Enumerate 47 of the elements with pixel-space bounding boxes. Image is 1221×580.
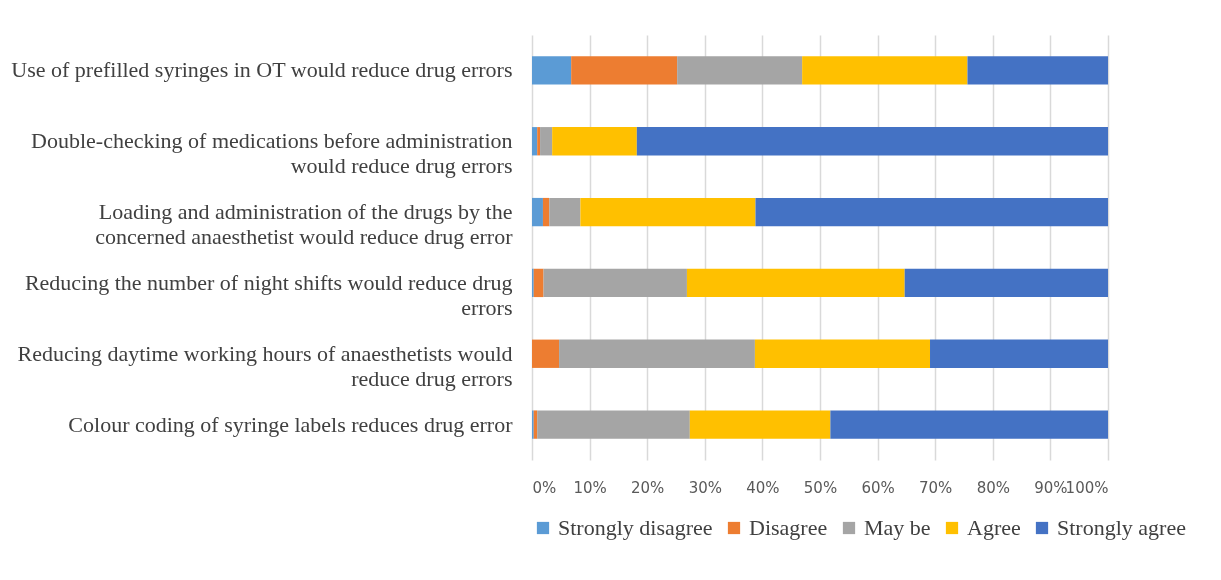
bar [532, 197, 543, 227]
bar [830, 410, 1108, 439]
bar [904, 268, 1108, 298]
bar [930, 339, 1108, 368]
bar [532, 56, 572, 85]
y-tick-label: Loading and administration of the drugs by the concerned anaesthetist would reduce drug error [95, 199, 514, 250]
legend-label: Strongly disagree [558, 515, 713, 540]
y-tick-label: Double-checking of medications before administration would reduce drug errors [31, 128, 513, 179]
x-tick-label: 80% [976, 478, 1010, 497]
x-tick-label: 40% [746, 478, 780, 497]
bar [580, 197, 756, 227]
bar [559, 339, 755, 368]
legend-label: Disagree [749, 515, 828, 540]
x-tick-label: 10% [573, 478, 607, 497]
bar [537, 410, 690, 439]
bar [677, 56, 803, 85]
x-tick-label: 30% [688, 478, 722, 497]
bar [537, 127, 541, 156]
bar [549, 197, 581, 227]
bar [686, 268, 905, 298]
bar [636, 127, 1108, 156]
x-tick-label: 50% [803, 478, 838, 497]
y-tick-label: Use of prefilled syringes in OT would reduce drug errors [11, 57, 513, 83]
bar [543, 268, 687, 298]
x-tick-label: 0% [532, 478, 557, 497]
bar [542, 197, 550, 227]
legend-label: May be [864, 515, 931, 540]
x-tick-label: 20% [631, 478, 665, 497]
bar [571, 56, 678, 85]
bar [802, 56, 968, 85]
bar [532, 339, 560, 368]
y-tick-label: Reducing daytime working hours of anaesthetists would reduce drug errors [17, 340, 513, 391]
bar [533, 268, 544, 298]
bar [540, 127, 553, 156]
bar [755, 197, 1108, 227]
bar [967, 56, 1108, 85]
bar [532, 127, 538, 156]
x-tick-label: 60% [861, 478, 895, 497]
bar [552, 127, 637, 156]
bar [689, 410, 831, 439]
x-tick-label: 70% [919, 478, 953, 497]
legend-label: Strongly agree [1057, 515, 1186, 540]
bar [754, 339, 931, 368]
legend-label: Agree [967, 515, 1021, 540]
x-tick-label: 90% [1034, 478, 1068, 497]
y-tick-label: Colour coding of syringe labels reduces drug error [68, 411, 514, 437]
y-tick-label: Reducing the number of night shifts would reduce drug errors [24, 269, 513, 320]
